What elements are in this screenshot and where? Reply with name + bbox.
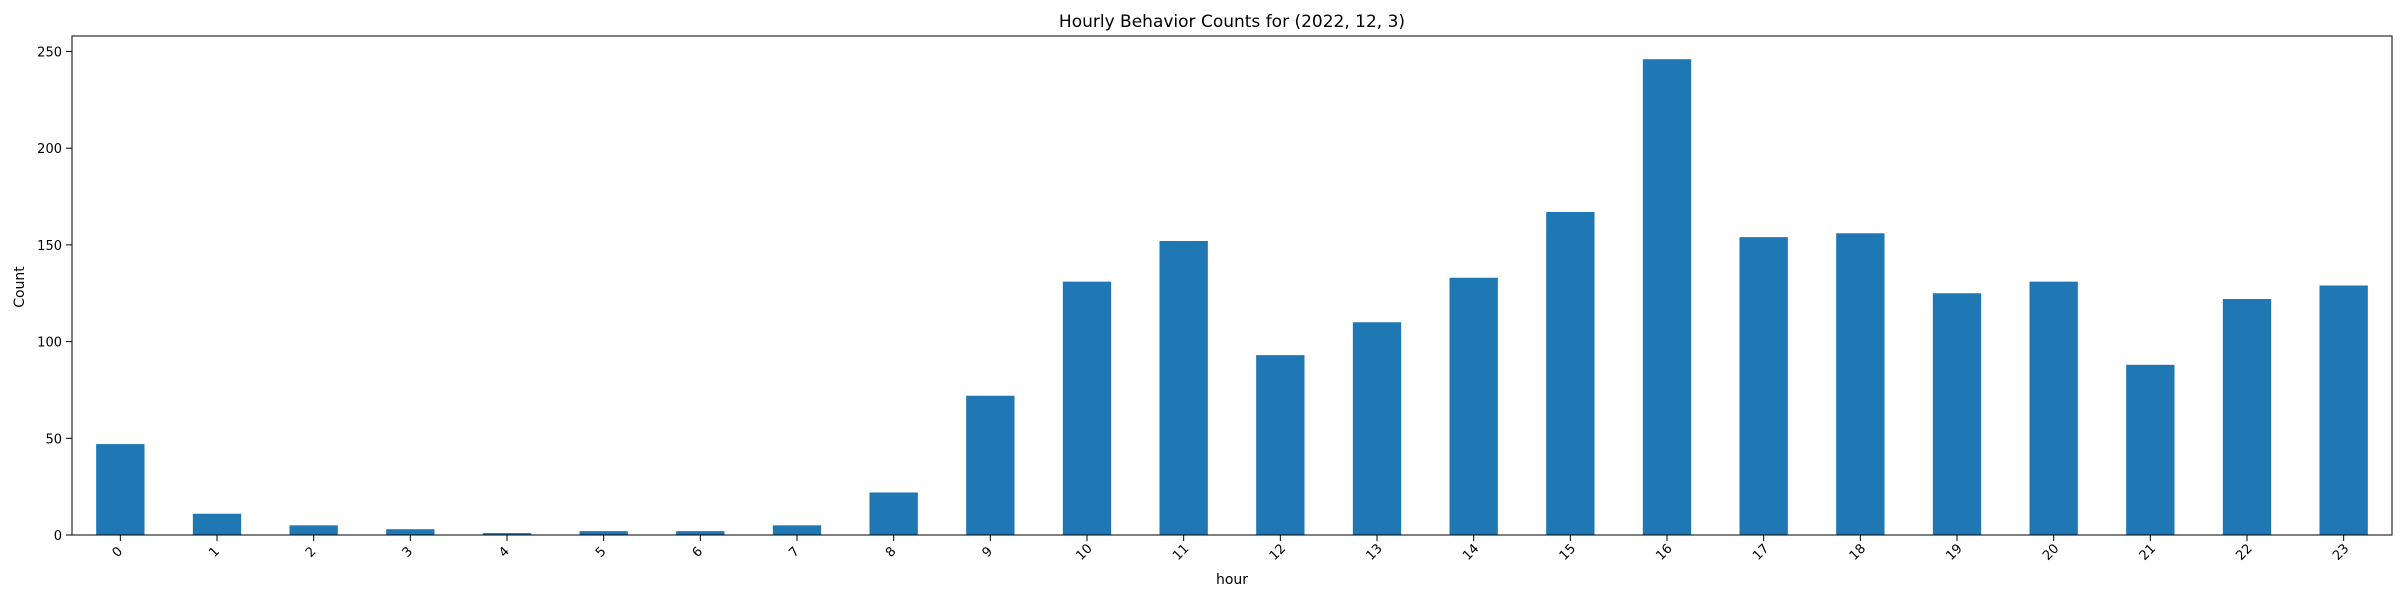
x-tick-label: 15 [1557,541,1579,563]
bar-hour-5 [579,531,628,535]
x-tick-label: 13 [1363,541,1385,563]
x-tick-label: 3 [400,544,416,560]
bar-hour-1 [192,513,242,535]
x-tick-label: 22 [2233,541,2255,563]
x-tick-label: 2 [303,544,319,560]
plot-area-frame [71,35,2393,536]
y-tick-label: 150 [37,239,62,254]
x-tick-label: 9 [980,544,996,560]
bar-hour-8 [869,492,918,535]
y-tick-label: 50 [45,432,62,447]
y-tick-label: 100 [37,336,62,351]
y-tick-label: 0 [54,529,62,544]
x-axis-ticks: 0 1 2 3 4 5 6 7 8 9 10 11 12 13 14 15 16 17 18 19 20 21 22 23 [110,535,2352,564]
x-tick-label: 19 [1943,541,1965,563]
x-tick-label: 21 [2137,541,2159,563]
bar-hour-20 [2029,281,2078,535]
y-tick-label: 200 [37,142,62,157]
bar-hour-6 [676,531,725,535]
bars-group [96,59,2368,536]
x-tick-label: 14 [1460,541,1482,563]
bar-hour-12 [1256,355,1305,535]
bar-hour-16 [1642,59,1692,536]
bar-hour-9 [966,395,1015,535]
y-axis-ticks: 0 50 100 150 200 250 [37,45,72,544]
bar-hour-13 [1352,322,1402,535]
bar-hour-18 [1836,233,1885,536]
x-axis-label: hour [1216,572,1248,588]
x-tick-label: 0 [110,544,126,560]
y-tick-label: 250 [37,45,62,60]
bar-hour-0 [96,444,145,535]
x-tick-label: 7 [786,544,802,560]
bar-hour-22 [2222,299,2272,535]
bar-hour-21 [2126,364,2175,535]
x-tick-label: 10 [1073,541,1095,563]
chart-title: Hourly Behavior Counts for (2022, 12, 3) [1059,12,1405,32]
bar-hour-17 [1739,237,1788,536]
x-tick-label: 20 [2040,541,2062,563]
x-tick-label: 23 [2330,541,2352,563]
x-tick-label: 5 [593,544,609,560]
x-tick-label: 12 [1267,541,1289,563]
bar-hour-23 [2319,285,2368,535]
bar-hour-2 [289,525,338,535]
bar-hour-3 [386,529,435,535]
bar-hour-11 [1159,241,1208,535]
bar-hour-10 [1062,281,1112,535]
x-tick-label: 4 [496,544,512,560]
bar-hour-7 [772,525,822,535]
bar-hour-14 [1449,277,1498,535]
x-tick-label: 1 [206,544,222,560]
x-tick-label: 17 [1750,541,1772,563]
y-axis-label: Count [12,266,28,308]
x-tick-label: 11 [1170,541,1192,563]
bar-hour-19 [1932,293,1982,535]
bar-hour-4 [482,533,532,535]
x-tick-label: 16 [1653,541,1675,563]
x-tick-label: 8 [883,544,899,560]
x-tick-label: 18 [1847,541,1869,563]
bar-hour-15 [1546,212,1595,535]
x-tick-label: 6 [690,544,706,560]
